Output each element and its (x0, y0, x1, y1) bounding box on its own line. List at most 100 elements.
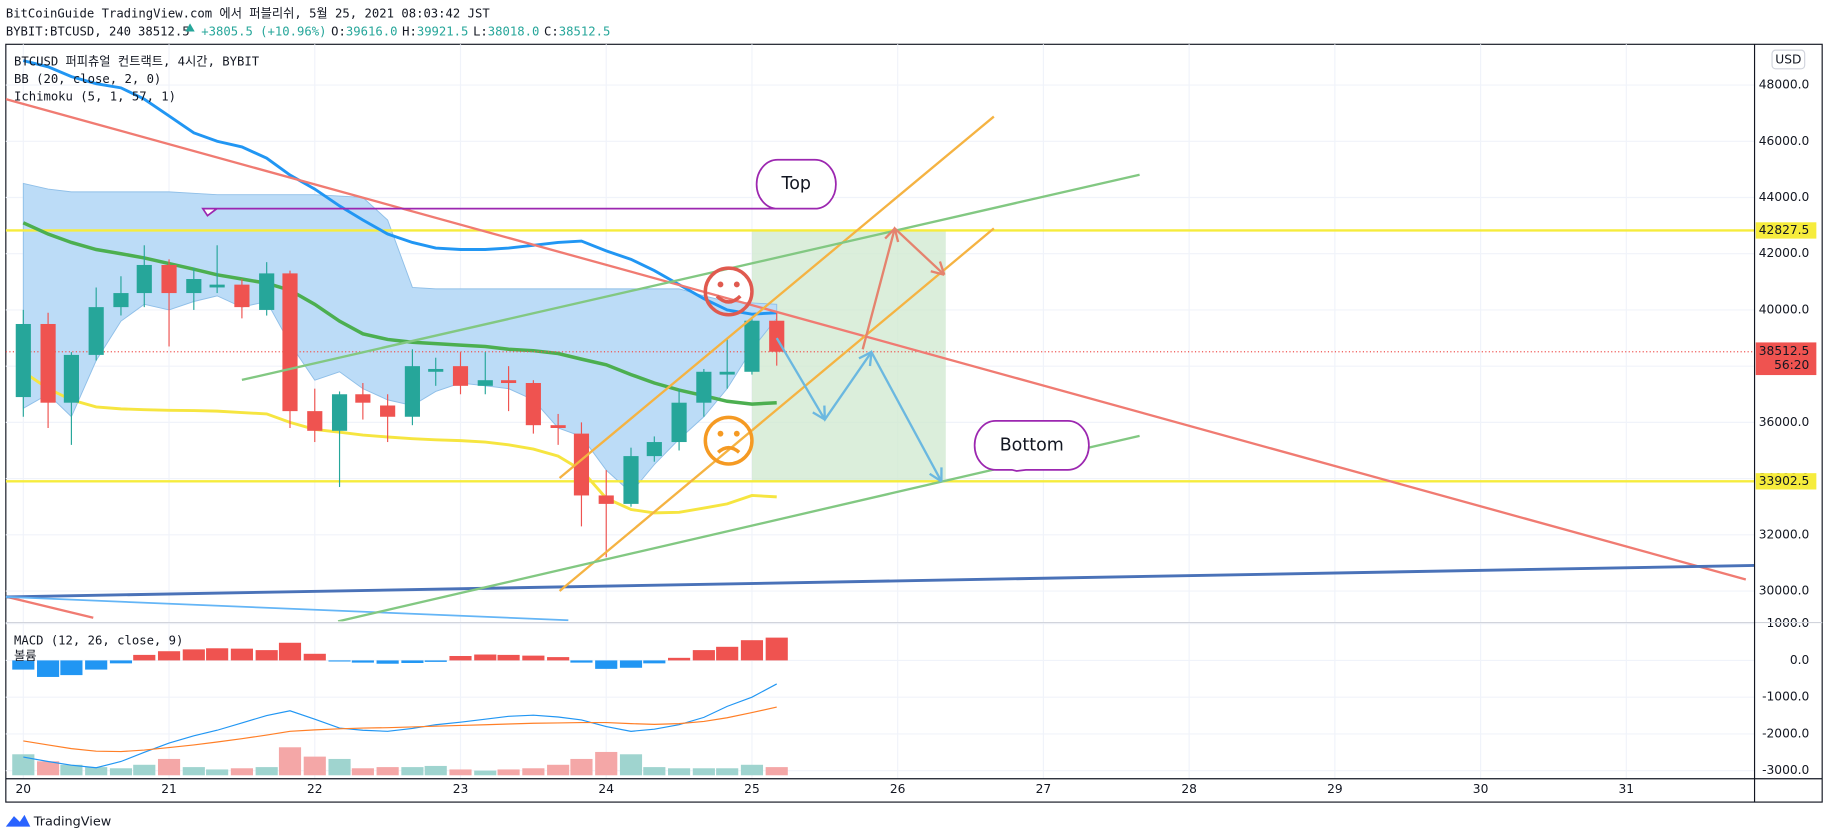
y-tick-label: 30000.0 (1759, 584, 1810, 598)
arrow-head (884, 227, 896, 240)
y-tick-label: 46000.0 (1759, 134, 1810, 148)
volume-bar (278, 747, 302, 776)
volume-bar (474, 770, 497, 776)
macd-histogram (424, 660, 447, 662)
callout-bubble (201, 158, 837, 217)
candle-body (598, 495, 614, 504)
candle-body (186, 279, 202, 294)
y-tick-label: 0.0 (1790, 653, 1809, 667)
candle-body (307, 411, 323, 431)
volume-bar (595, 751, 618, 776)
publish-line: BitCoinGuide TradingView.com 에서 퍼블리쉬, 5월… (6, 6, 491, 20)
volume-bar (303, 756, 326, 776)
macd-histogram (570, 660, 593, 663)
macd-histogram (351, 660, 374, 663)
macd-line (23, 683, 778, 769)
emoji-eye (733, 430, 740, 437)
candle-body (331, 394, 348, 431)
indicator-label: BB (20, close, 2, 0) (14, 72, 161, 86)
volume-bar (12, 754, 35, 776)
change-triangle (185, 23, 195, 32)
arrow-head (930, 270, 945, 276)
level-tag-label: 33902.5 (1759, 474, 1810, 488)
emoji-mouth (715, 294, 742, 304)
macd-histogram (12, 660, 35, 670)
candle-body (696, 371, 712, 403)
macd-histogram (230, 648, 253, 661)
macd-histogram (547, 657, 570, 661)
volume-bar (206, 769, 229, 776)
trend-drawing (241, 173, 1140, 382)
trend-drawing (5, 563, 1755, 599)
target-zone (751, 230, 946, 482)
x-tick-label: 27 (1036, 782, 1052, 796)
trend-drawing (861, 226, 946, 350)
candle-body (63, 354, 79, 403)
emoji (703, 415, 754, 466)
volume-bar (692, 768, 715, 776)
indicator-label: Ichimoku (5, 1, 57, 1) (14, 89, 176, 103)
pane-title: MACD (12, 26, close, 9) (14, 634, 183, 648)
macd-histogram (449, 655, 472, 661)
macd-histogram (303, 653, 326, 661)
x-tick-label: 22 (307, 782, 323, 796)
candle-body (550, 425, 566, 428)
candle-body (671, 402, 687, 443)
macd-histogram (643, 660, 666, 664)
macd-histogram (522, 655, 545, 661)
emoji-eye (717, 281, 724, 288)
trend-drawing (775, 337, 943, 482)
level-tag (1755, 473, 1817, 490)
x-tick-label: 24 (598, 782, 614, 796)
candle-body (477, 380, 493, 386)
ohlc-value: 39616.0 (346, 24, 398, 38)
macd-histogram (109, 660, 133, 664)
macd-histogram (60, 660, 83, 676)
volume-bar (449, 769, 472, 776)
volume-bar (619, 754, 643, 776)
macd-histogram (85, 660, 108, 670)
y-tick-label: -1000.0 (1762, 690, 1809, 704)
candle-body (646, 442, 662, 457)
arrow-head (929, 472, 943, 483)
macd-histogram (595, 660, 618, 669)
candle-body (525, 383, 541, 426)
volume-bar (522, 768, 545, 776)
volume-bar (328, 758, 351, 776)
volume-bar (351, 768, 374, 776)
volume-bar (497, 769, 520, 776)
volume-bar (643, 767, 666, 776)
y-tick-label: 32000.0 (1759, 527, 1810, 541)
x-tick-label: 28 (1181, 782, 1197, 796)
emoji-mouth (716, 445, 741, 454)
candle-body (744, 320, 760, 372)
volume-title: 볼륨 (14, 649, 37, 663)
macd-histogram (328, 660, 351, 662)
volume-bar (85, 767, 108, 776)
symbol: BYBIT:BTCUSD, 240 (6, 24, 131, 38)
chart-frame (5, 43, 1823, 803)
level-tag-label: 42827.5 (1759, 223, 1810, 237)
macd-histogram (740, 640, 764, 661)
volume-bar (37, 761, 60, 776)
macd-histogram (401, 660, 424, 663)
candle-body (161, 264, 177, 294)
volume-bar (376, 767, 399, 776)
candle-body (623, 456, 639, 504)
candle-body (719, 371, 735, 375)
macd-histogram (668, 657, 691, 661)
emoji (703, 266, 754, 317)
currency-box (1771, 49, 1806, 70)
x-tick-label: 20 (16, 782, 32, 796)
ohlc-value: 38018.0 (488, 24, 540, 38)
y-tick-label: 40000.0 (1759, 302, 1810, 316)
pane-title: BTCUSD 퍼피츄얼 컨트랙트, 4시간, BYBIT (14, 54, 260, 68)
symbol-line: BYBIT:BTCUSD, 240 38512.5 +3805.5 (+10.96%… (6, 24, 610, 38)
candle-body (88, 307, 104, 355)
price-tag (1755, 342, 1817, 376)
x-tick-label: 21 (161, 782, 177, 796)
trend-drawing (5, 97, 1747, 581)
y-tick-label: 1000.0 (1767, 616, 1810, 630)
